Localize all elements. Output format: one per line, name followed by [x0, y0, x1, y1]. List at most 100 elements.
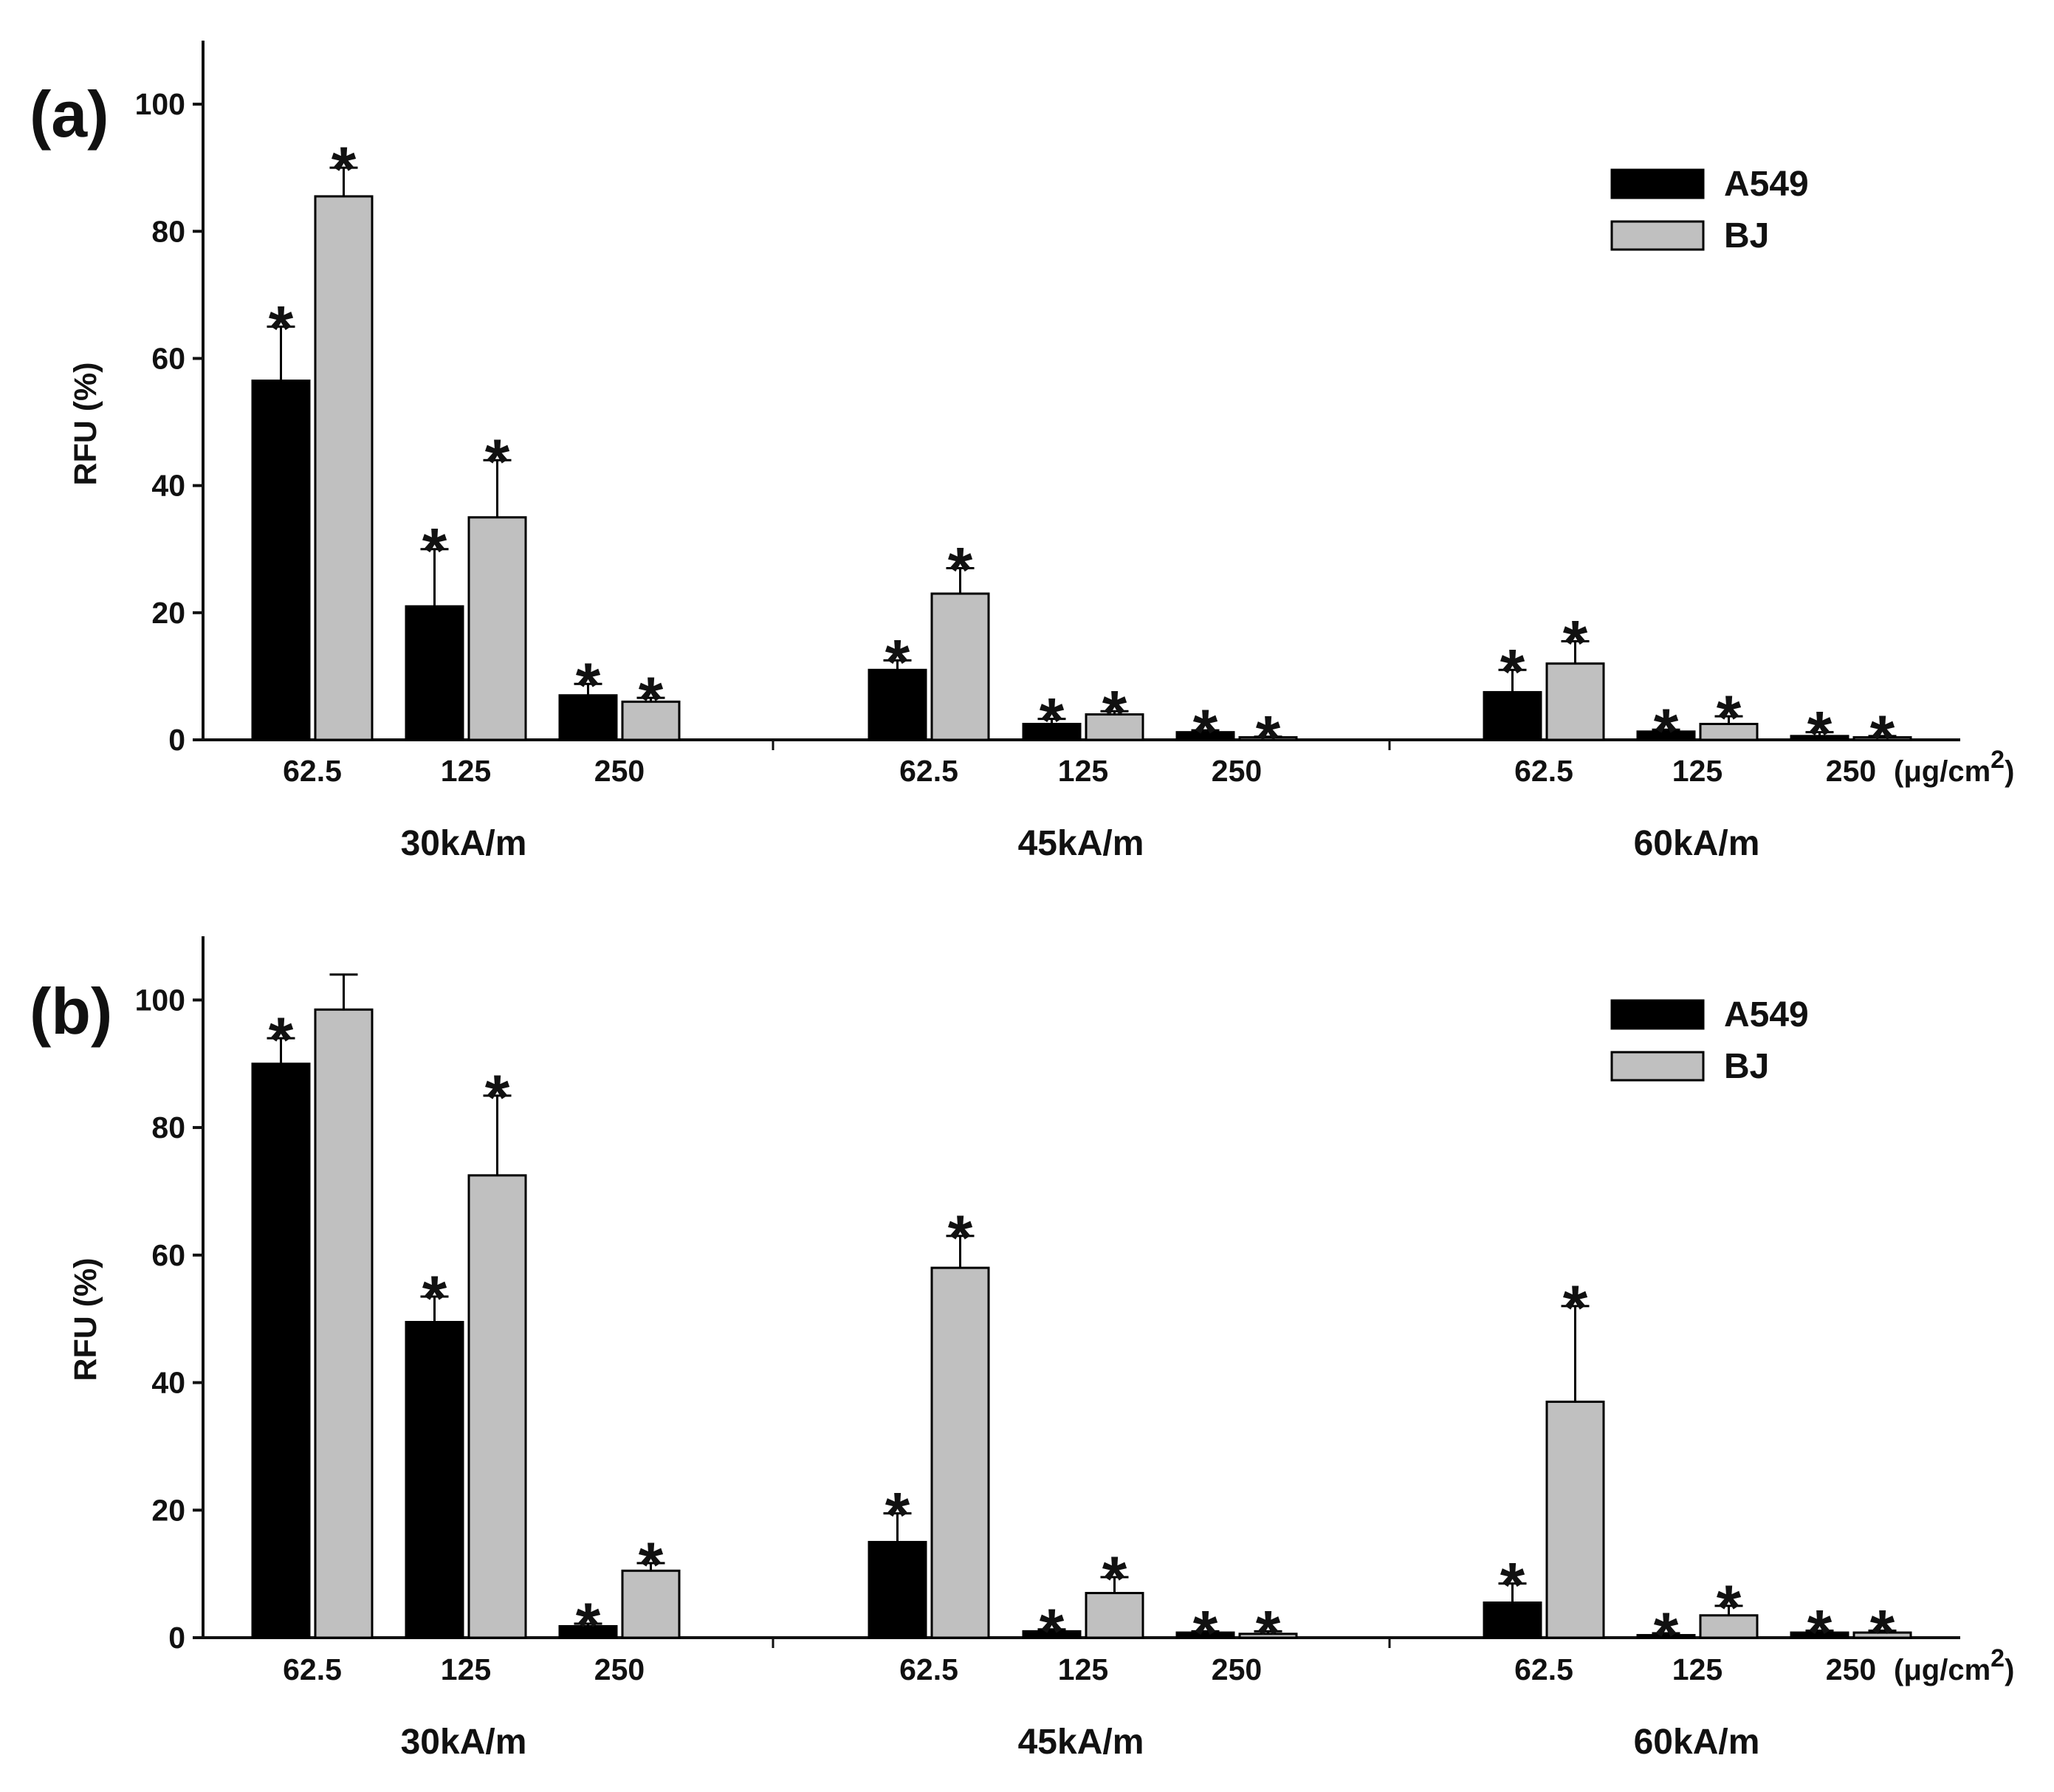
unit-superscript: 2 — [1991, 1644, 2005, 1672]
significance-marker: * — [948, 535, 973, 606]
x-tick-label: 250 — [594, 1652, 645, 1686]
significance-marker: * — [1807, 699, 1833, 770]
y-tick-label: 100 — [135, 983, 185, 1017]
bar-a549 — [1483, 1602, 1542, 1639]
x-tick-label: 250 — [1826, 1652, 1876, 1686]
group-label: 30kA/m — [401, 1723, 527, 1762]
significance-marker: * — [1717, 683, 1742, 754]
bar-bj — [621, 1569, 681, 1639]
unit-base: (μg/cm — [1894, 755, 1991, 788]
significance-marker: * — [1193, 697, 1218, 768]
bar-a549 — [251, 380, 311, 741]
significance-marker: * — [1870, 703, 1895, 774]
panel-label: (a) — [30, 78, 109, 151]
significance-marker: * — [1654, 1600, 1679, 1671]
x-tick-label: 125 — [1672, 754, 1722, 788]
significance-marker: * — [1563, 1273, 1588, 1344]
panel-label: (b) — [30, 975, 112, 1048]
significance-marker: * — [1500, 1551, 1525, 1621]
x-tick-label: 62.5 — [899, 754, 958, 788]
bar-a549 — [868, 1540, 927, 1639]
y-tick-label: 80 — [151, 214, 185, 248]
x-tick-label: 62.5 — [283, 1652, 342, 1686]
significance-marker: * — [269, 1005, 294, 1076]
bar-bj — [930, 592, 990, 741]
y-tick-label: 0 — [168, 1621, 185, 1655]
group-label: 30kA/m — [401, 824, 527, 863]
significance-marker: * — [1040, 686, 1065, 757]
x-tick-label: 250 — [1826, 754, 1876, 788]
y-tick-label: 20 — [151, 1493, 185, 1527]
bar-bj — [467, 1174, 527, 1639]
bar-a549 — [251, 1063, 311, 1639]
significance-marker: * — [1040, 1596, 1065, 1667]
bar-bj — [314, 195, 374, 741]
legend-swatch-bj — [1610, 1051, 1705, 1082]
y-axis-label: RFU (%) — [68, 1257, 103, 1381]
bar-bj — [1085, 713, 1144, 741]
bar-a549 — [868, 668, 927, 741]
x-tick-label: 250 — [1212, 1652, 1262, 1686]
group-label: 45kA/m — [1018, 824, 1144, 863]
group-label: 45kA/m — [1018, 1723, 1144, 1762]
unit-label: (μg/cm2) — [1894, 1644, 2014, 1686]
significance-marker: * — [422, 516, 447, 587]
bar-bj — [621, 700, 681, 741]
significance-marker: * — [269, 293, 294, 364]
x-tick-label: 125 — [1672, 1652, 1722, 1686]
significance-marker: * — [576, 1590, 601, 1661]
y-tick-label: 0 — [168, 723, 185, 757]
legend-swatch-a549 — [1610, 999, 1705, 1030]
significance-marker: * — [1102, 1544, 1127, 1615]
significance-marker: * — [1807, 1598, 1833, 1669]
significance-marker: * — [639, 1530, 664, 1601]
bar-bj — [1545, 1400, 1605, 1639]
x-tick-label: 62.5 — [283, 754, 342, 788]
y-tick-label: 60 — [151, 341, 185, 375]
legend-label-a549: A549 — [1724, 165, 1809, 204]
legend-label-bj: BJ — [1724, 1047, 1769, 1086]
significance-marker: * — [1870, 1598, 1895, 1669]
legend-swatch-bj — [1610, 220, 1705, 251]
group-label: 60kA/m — [1634, 824, 1760, 863]
unit-superscript: 2 — [1991, 746, 2005, 774]
significance-marker: * — [1256, 704, 1281, 775]
significance-marker: * — [885, 1480, 910, 1551]
x-tick-label: 125 — [441, 754, 491, 788]
x-tick-label: 125 — [1058, 1652, 1108, 1686]
significance-marker: * — [1256, 1598, 1281, 1669]
legend-label-bj: BJ — [1724, 216, 1769, 255]
significance-marker: * — [422, 1263, 447, 1334]
significance-marker: * — [485, 427, 510, 498]
significance-marker: * — [1500, 636, 1525, 707]
bar-a549 — [405, 1321, 464, 1639]
legend-swatch-a549 — [1610, 168, 1705, 199]
x-tick-label: 250 — [1212, 754, 1262, 788]
x-tick-label: 62.5 — [899, 1652, 958, 1686]
significance-marker: * — [485, 1063, 510, 1133]
significance-marker: * — [576, 650, 601, 721]
significance-marker: * — [332, 134, 357, 205]
significance-marker: * — [948, 1203, 973, 1274]
bar-bj — [314, 1008, 374, 1639]
x-tick-label: 125 — [441, 1652, 491, 1686]
bar-a549 — [405, 605, 464, 741]
y-tick-label: 60 — [151, 1238, 185, 1272]
unit-close: ) — [2005, 1654, 2014, 1686]
bar-bj — [930, 1266, 990, 1639]
group-label: 60kA/m — [1634, 1723, 1760, 1762]
significance-marker: * — [639, 665, 664, 735]
y-tick-label: 100 — [135, 87, 185, 121]
y-tick-label: 40 — [151, 469, 185, 503]
significance-marker: * — [885, 627, 910, 698]
x-tick-label: 125 — [1058, 754, 1108, 788]
significance-marker: * — [1102, 678, 1127, 749]
bar-bj — [1545, 662, 1605, 741]
significance-marker: * — [1193, 1598, 1218, 1669]
bar-a549 — [1483, 690, 1542, 741]
legend: A549 BJ — [1610, 165, 1809, 255]
x-tick-label: 62.5 — [1514, 1652, 1573, 1686]
